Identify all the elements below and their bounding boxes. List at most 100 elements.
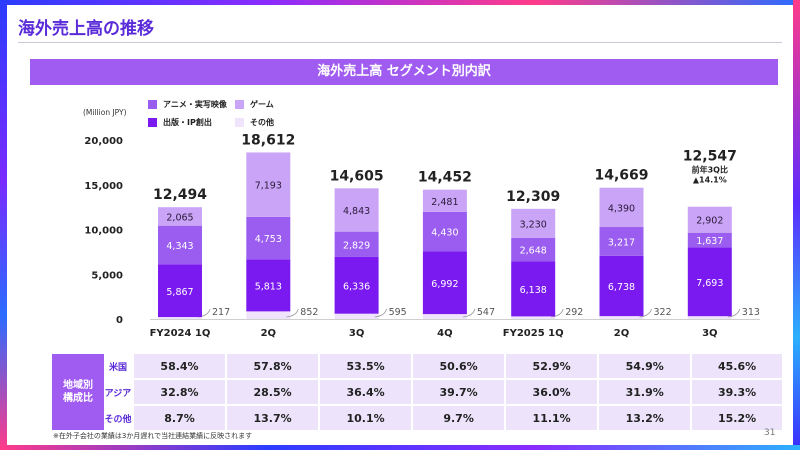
segment-value-label: 6,336 [343, 281, 370, 292]
category-label: 3Q [349, 328, 364, 339]
category-label: 4Q [437, 328, 452, 339]
segment-value-label: 2,829 [343, 240, 370, 251]
legend-swatch-other [235, 118, 244, 127]
other-leader-line [551, 308, 564, 318]
region-group-label-line1: 地域別 [63, 380, 93, 391]
other-leader-line [639, 308, 652, 318]
legend-swatch-anime [148, 100, 157, 109]
legend-item-game: ゲーム [235, 99, 274, 110]
segment-value-label: 7,693 [696, 278, 723, 289]
row-label-other: その他 [104, 405, 133, 432]
legend-swatch-game [235, 100, 244, 109]
bar-segment-game [334, 188, 379, 232]
bar-segment-publishing [687, 247, 732, 317]
yoy-note-label: 前年3Q比 [692, 165, 728, 175]
bar-segment-publishing [599, 255, 644, 317]
other-value-label: 313 [742, 307, 760, 318]
segment-value-label: 4,390 [608, 203, 635, 214]
table-row: アジア 32.8% 28.5% 36.4% 39.7% 36.0% 31.9% … [52, 379, 782, 406]
legend-item-anime: アニメ・実写映像 [148, 99, 227, 110]
segment-value-label: 4,430 [431, 228, 458, 239]
bar-segment-game [246, 152, 291, 217]
left-frame-strip [0, 0, 7, 450]
y-tick-label: 20,000 [84, 136, 123, 147]
segment-value-label: 4,753 [255, 234, 282, 245]
segment-value-label: 3,230 [520, 219, 547, 230]
segment-value-label: 1,637 [696, 236, 723, 247]
bar-segment-game [599, 187, 644, 228]
bar-total-label: 12,309 [506, 189, 560, 205]
table-cell: 13.2% [597, 405, 692, 432]
table-cell: 54.9% [597, 354, 692, 380]
table-cell: 39.7% [411, 379, 506, 406]
legend-label-game: ゲーム [250, 100, 274, 109]
segment-value-label: 2,065 [166, 212, 193, 223]
bottom-frame-strip [0, 445, 800, 450]
other-leader-line [462, 308, 476, 318]
other-value-label: 547 [477, 307, 495, 318]
table-cell: 13.7% [225, 405, 320, 432]
table-cell: 15.2% [690, 405, 782, 432]
bar-segment-other [246, 311, 291, 319]
table-cell: 50.6% [411, 354, 506, 380]
segment-value-label: 2,648 [520, 246, 547, 257]
segment-value-label: 6,738 [608, 282, 635, 293]
bar-segment-other [599, 316, 644, 319]
page-title: 海外売上高の推移 [18, 19, 154, 39]
bar-segment-publishing [158, 264, 202, 318]
y-tick-label: 15,000 [84, 181, 123, 192]
bar-segment-publishing [511, 261, 556, 317]
bar-segment-other [334, 313, 379, 319]
category-label: FY2024 1Q [150, 328, 211, 339]
region-group-header: 地域別 構成比 [52, 354, 104, 432]
table-cell: 10.1% [318, 405, 413, 432]
top-frame-strip [0, 0, 800, 5]
bar-segment-anime [246, 216, 291, 260]
table-cell: 31.9% [597, 379, 692, 406]
table-cell: 8.7% [131, 405, 227, 432]
table-cell: 58.4% [131, 354, 227, 380]
segment-value-label: 4,843 [343, 206, 370, 217]
bar-segment-anime [334, 231, 379, 257]
bar-segment-game [158, 207, 202, 226]
table-row: 地域別 構成比 米国 58.4% 57.8% 53.5% 50.6% 52.9%… [52, 354, 782, 432]
legend-label-other: その他 [250, 118, 274, 127]
bar-segment-anime [687, 232, 732, 248]
table-cell: 39.3% [690, 379, 782, 406]
bar-segment-game [511, 208, 556, 238]
bar-segment-anime [422, 211, 467, 252]
other-value-label: 852 [300, 307, 318, 318]
page-number: 31 [764, 428, 776, 438]
table-cell: 11.1% [504, 405, 599, 432]
bar-segment-publishing [246, 259, 291, 312]
region-composition-table: 地域別 構成比 米国 58.4% 57.8% 53.5% 50.6% 52.9%… [52, 354, 782, 432]
bar-segment-other [687, 316, 732, 319]
table-cell: 53.5% [318, 354, 413, 380]
y-tick-label: 10,000 [84, 226, 123, 237]
bar-segment-anime [599, 227, 644, 256]
category-label: FY2025 1Q [503, 328, 564, 339]
bar-total-label: 14,452 [418, 170, 472, 186]
segment-value-label: 6,138 [520, 285, 547, 296]
bar-total-label: 14,605 [330, 168, 384, 184]
footnote: ※在外子会社の業績は3か月遅れで当社連結業績に反映されます [53, 432, 253, 440]
other-value-label: 322 [654, 307, 672, 318]
bar-segment-publishing [334, 256, 379, 314]
bar-segment-anime [158, 225, 202, 265]
other-value-label: 217 [212, 307, 230, 318]
other-value-label: 595 [389, 307, 407, 318]
segment-value-label: 7,193 [255, 181, 282, 192]
segment-value-label: 4,343 [166, 241, 193, 252]
stacked-bar-chart: 20,000 15,000 10,000 5,000 0 217 5,867 4,343 2,0… [84, 132, 760, 339]
legend-item-publishing: 出版・IP創出 [148, 117, 212, 128]
table-cell: 36.4% [318, 379, 413, 406]
chart-legend: アニメ・実写映像 ゲーム 出版・IP創出 その他 [148, 99, 308, 135]
segment-value-label: 6,992 [431, 279, 458, 290]
bar-segment-other [422, 314, 467, 319]
bar-segment-other [158, 317, 202, 319]
legend-item-other: その他 [235, 117, 274, 128]
table-cell: 45.6% [690, 354, 782, 380]
bar-segment-anime [511, 237, 556, 262]
legend-label-publishing: 出版・IP創出 [163, 118, 212, 127]
bar-total-label: 14,669 [594, 168, 648, 184]
